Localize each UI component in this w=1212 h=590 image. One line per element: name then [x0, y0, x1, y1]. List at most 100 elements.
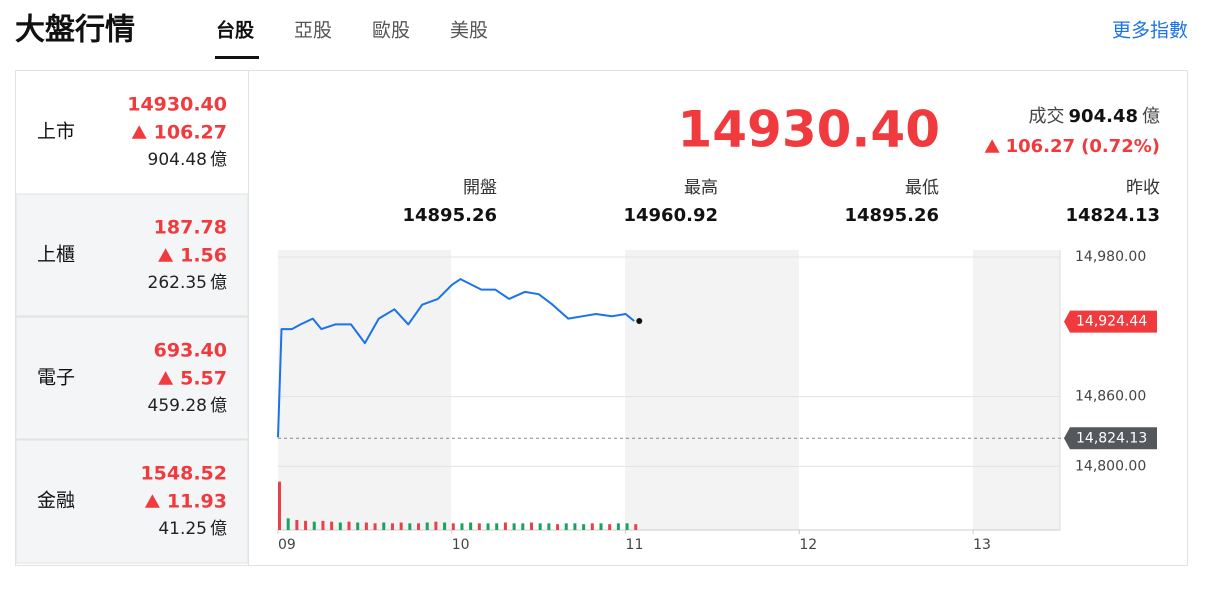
sidebar-row-bg[interactable] [15, 316, 249, 440]
index-name: 上市 [37, 121, 75, 143]
last-point [636, 317, 643, 324]
volume-bar [312, 521, 316, 530]
volume-bar [512, 523, 516, 530]
volume-bar [425, 522, 429, 530]
volume-bar [556, 524, 560, 530]
volume-bar [477, 523, 481, 530]
volume-bar [278, 481, 281, 530]
stat-label: 最高 [684, 178, 718, 198]
price-tag [1064, 310, 1157, 333]
volume-unit: 億 [1142, 106, 1160, 127]
volume-bar [529, 522, 533, 530]
price-tag [1064, 427, 1157, 450]
index-name: 金融 [37, 490, 75, 512]
volume-bar [573, 523, 577, 530]
volume-bar [503, 522, 507, 530]
volume-bar [338, 522, 342, 530]
x-tick-label: 10 [452, 537, 470, 553]
session-band [973, 250, 1060, 530]
index-change: 11.93 [167, 491, 227, 513]
index-volume: 904.48 [148, 150, 207, 170]
sidebar-row-bg[interactable] [15, 439, 249, 564]
volume-bar [356, 522, 360, 530]
volume-bar [373, 523, 377, 530]
volume-bar [451, 523, 455, 530]
volume-bar [564, 523, 568, 530]
volume-unit: 億 [210, 273, 227, 293]
sidebar-row-bg[interactable] [15, 193, 249, 317]
volume-bar [634, 524, 638, 530]
volume-bar [443, 522, 447, 530]
main-price: 14930.40 [677, 101, 940, 159]
volume-unit: 億 [210, 150, 227, 170]
volume-bar [347, 521, 351, 530]
index-price: 693.40 [154, 340, 227, 362]
up-arrow [144, 494, 160, 508]
market-tab[interactable]: 美股 [450, 20, 488, 42]
volume-bar [616, 523, 620, 530]
main-change-percent: (0.72%) [1081, 136, 1160, 157]
y-tick-label: 14,860.00 [1075, 389, 1146, 405]
volume-bar [304, 520, 308, 530]
up-arrow [158, 371, 174, 385]
volume-bar [538, 523, 542, 530]
index-volume: 459.28 [148, 396, 207, 416]
stat-value: 14895.26 [844, 205, 939, 226]
volume-bar [599, 523, 603, 530]
index-name: 上櫃 [37, 244, 75, 266]
volume-bar [625, 523, 629, 530]
price-tag-label: 14,924.44 [1076, 314, 1147, 330]
volume-bar [295, 520, 299, 530]
page-title: 大盤行情 [15, 13, 135, 48]
volume-bar [460, 523, 464, 530]
index-name: 電子 [37, 367, 75, 389]
x-tick-label: 13 [973, 537, 991, 553]
market-tab[interactable]: 歐股 [372, 20, 410, 42]
index-price: 187.78 [154, 217, 227, 239]
price-tag-label: 14,824.13 [1076, 430, 1147, 446]
x-tick-label: 12 [799, 537, 817, 553]
up-arrow [984, 139, 1000, 153]
index-change: 1.56 [180, 245, 227, 267]
x-tick-label: 11 [626, 537, 644, 553]
market-tab[interactable]: 台股 [216, 19, 254, 42]
volume-bar [590, 523, 594, 530]
volume-unit: 億 [210, 519, 227, 539]
index-volume: 262.35 [148, 273, 207, 293]
volume-bar [486, 523, 490, 530]
price-line [277, 278, 635, 438]
x-tick-label: 09 [278, 537, 296, 553]
volume-bar [286, 518, 290, 530]
volume-bar [399, 522, 403, 530]
index-price: 1548.52 [140, 463, 227, 485]
volume-bar [582, 524, 586, 530]
stat-label: 最低 [905, 178, 939, 198]
y-tick-label: 14,980.00 [1075, 249, 1146, 265]
volume-bar [434, 521, 438, 530]
volume-bar [330, 521, 334, 530]
up-arrow [131, 125, 147, 139]
main-change: 106.27 [1006, 136, 1075, 157]
index-change: 106.27 [154, 122, 227, 144]
volume-bar [469, 522, 473, 530]
volume-bar [408, 523, 412, 530]
stat-label: 開盤 [463, 178, 497, 198]
more-link[interactable]: 更多指數 [1112, 20, 1188, 42]
volume-label: 成交 [1029, 106, 1065, 127]
index-price: 14930.40 [127, 94, 227, 116]
index-change: 5.57 [180, 368, 227, 390]
y-tick-label: 14,800.00 [1075, 458, 1146, 474]
volume-bar [321, 520, 325, 530]
index-volume: 41.25 [158, 519, 207, 539]
volume-bar [382, 522, 386, 530]
main-volume: 904.48 [1069, 106, 1138, 127]
sidebar-row-bg[interactable] [16, 71, 248, 193]
session-band [278, 250, 451, 530]
stat-value: 14895.26 [402, 205, 497, 226]
market-tab[interactable]: 亞股 [294, 20, 332, 42]
volume-bar [547, 523, 551, 530]
active-tab-underline [215, 56, 259, 59]
stat-value: 14824.13 [1065, 205, 1160, 226]
